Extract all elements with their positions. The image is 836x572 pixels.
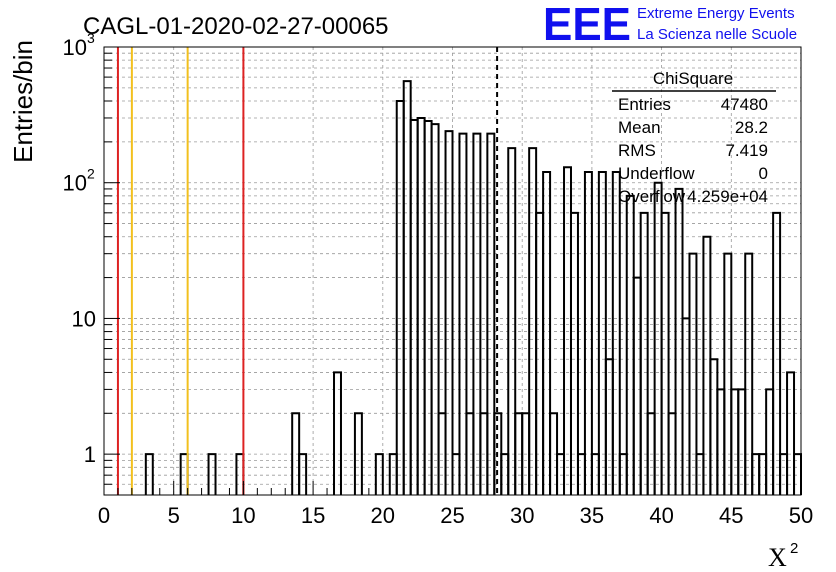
y-tick-label-exponent: 2: [87, 166, 95, 182]
histogram-bin: [702, 235, 712, 495]
histogram-bin: [333, 371, 342, 495]
histogram-bin: [723, 252, 733, 495]
histogram-bin: [402, 80, 412, 495]
y-tick-label: 10: [63, 35, 87, 60]
reference-lines: [116, 47, 499, 495]
histogram-bin: [744, 252, 754, 495]
histogram-bin: [569, 211, 579, 495]
logo-line1: Extreme Energy Events: [637, 5, 795, 22]
histogram-bin: [765, 388, 775, 495]
x-tick-label: 50: [789, 503, 813, 528]
y-tick-label: 1: [84, 442, 96, 467]
stats-box: ChiSquare Entries 47480 Mean 28.2 RMS 7.…: [612, 69, 776, 206]
histogram-bin: [681, 317, 691, 495]
histogram-bin: [395, 100, 405, 495]
histogram-bin: [688, 252, 698, 495]
histogram-bin: [486, 132, 496, 495]
stats-value-overflow: 4.259e+04: [687, 187, 768, 206]
histogram-bin: [542, 170, 552, 495]
x-tick-label: 35: [580, 503, 604, 528]
histogram-bin: [730, 388, 740, 495]
x-axis-label-base: X: [768, 543, 787, 572]
histogram-bin: [423, 119, 433, 495]
stats-label-underflow: Underflow: [618, 164, 695, 183]
histogram-bin: [786, 371, 796, 495]
x-tick-label: 10: [231, 503, 255, 528]
histogram: [144, 80, 802, 495]
histogram-bin: [611, 170, 621, 495]
y-axis-label: Entries/bin: [8, 40, 38, 163]
stats-label-mean: Mean: [618, 118, 661, 137]
histogram-bin: [458, 132, 468, 495]
stats-label-overflow: Overflow: [618, 187, 686, 206]
histogram-bin: [660, 211, 670, 495]
logo: EEE Extreme Energy Events La Scienza nel…: [543, 0, 797, 50]
x-tick-label: 5: [168, 503, 180, 528]
histogram-bin: [144, 453, 154, 495]
histogram-bin: [535, 211, 545, 495]
histogram-bin: [528, 147, 538, 495]
stats-label-rms: RMS: [618, 141, 656, 160]
histogram-bin: [563, 166, 572, 495]
histogram-bin: [507, 147, 517, 495]
histogram-bin: [772, 211, 782, 495]
stats-value-rms: 7.419: [725, 141, 768, 160]
x-tick-label: 45: [719, 503, 743, 528]
x-axis-label: X 2: [768, 540, 798, 572]
histogram-bin: [632, 276, 642, 495]
stats-label-entries: Entries: [618, 95, 671, 114]
stats-value-underflow: 0: [759, 164, 768, 183]
histogram-bin: [639, 211, 649, 495]
histogram-bin: [298, 453, 308, 495]
histogram-bin: [709, 358, 719, 495]
x-tick-label: 40: [649, 503, 673, 528]
histogram-bin: [583, 170, 593, 495]
histogram-bin: [430, 123, 440, 495]
y-tick-label: 10: [72, 306, 96, 331]
stats-value-entries: 47480: [721, 95, 768, 114]
logo-mark: EEE: [543, 0, 631, 50]
histogram-bin: [597, 170, 607, 495]
histogram-bin: [409, 118, 419, 495]
histogram-bin: [353, 412, 363, 495]
y-tick-label-exponent: 3: [87, 30, 95, 46]
stats-title: ChiSquare: [653, 69, 733, 88]
x-tick-label: 30: [510, 503, 534, 528]
histogram-bin: [716, 388, 726, 495]
logo-line2: La Scienza nelle Scuole: [637, 26, 797, 43]
x-tick-label: 0: [98, 503, 110, 528]
y-tick-label: 10: [63, 171, 87, 196]
x-tick-label: 15: [301, 503, 325, 528]
histogram-bin: [416, 116, 426, 495]
histogram-bin: [604, 358, 614, 495]
histogram-bin: [444, 130, 454, 495]
histogram-bin: [472, 132, 482, 495]
x-tick-label: 20: [371, 503, 395, 528]
histogram-bin: [625, 194, 635, 495]
histogram-bin: [653, 181, 663, 495]
histogram-bin: [374, 453, 384, 495]
histogram-bin: [207, 453, 217, 495]
x-axis-label-exponent: 2: [790, 540, 798, 557]
histogram-bin: [674, 187, 684, 495]
stats-value-mean: 28.2: [735, 118, 768, 137]
x-tick-label: 25: [440, 503, 464, 528]
histogram-bin: [737, 388, 747, 495]
chart-title: CAGL-01-2020-02-27-00065: [83, 13, 389, 40]
